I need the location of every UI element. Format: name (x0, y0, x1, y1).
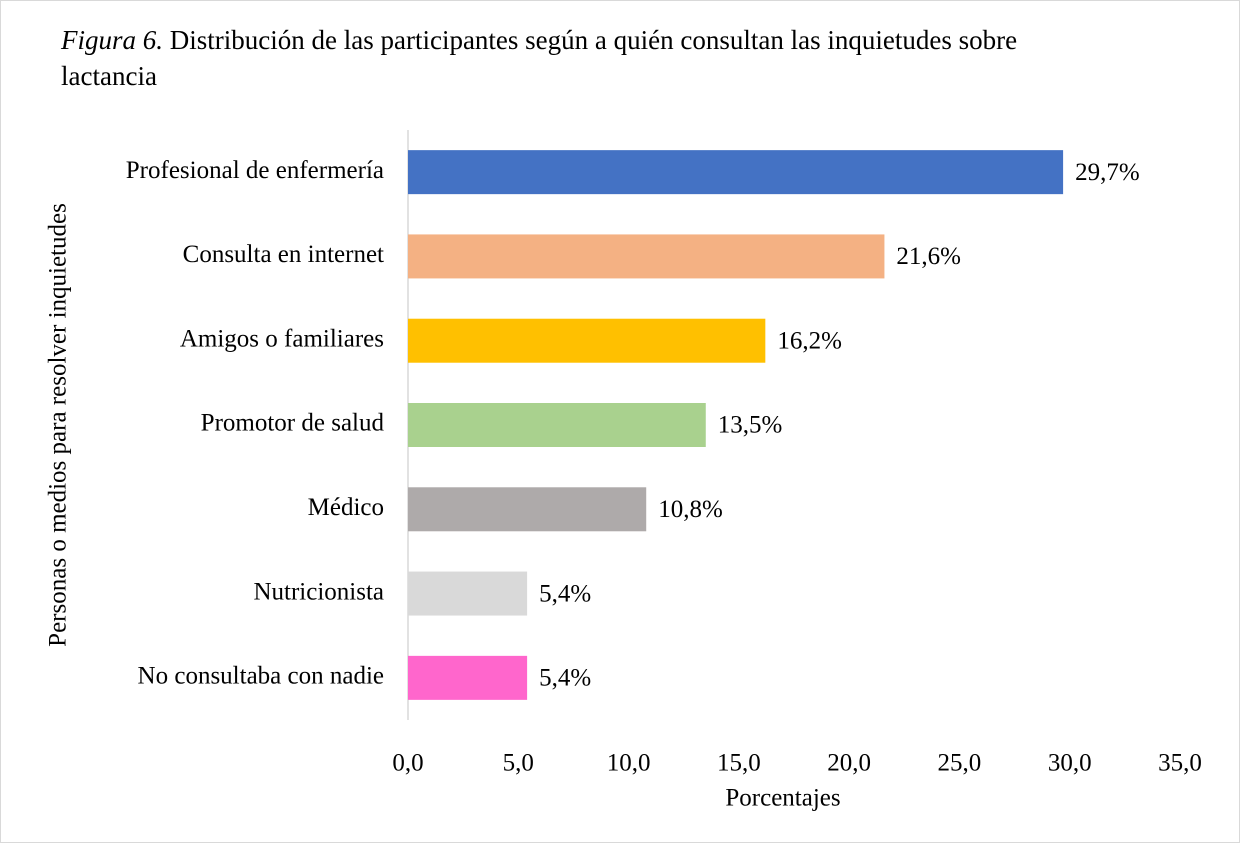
data-label: 29,7% (1075, 159, 1140, 186)
data-label: 10,8% (658, 496, 723, 523)
y-tick-label: Amigos o familiares (180, 325, 384, 352)
bar (408, 234, 885, 279)
chart-title: Figura 6. Distribución de las participan… (61, 22, 1021, 94)
y-tick-label: Médico (308, 494, 384, 521)
title-text: Distribución de las participantes según … (61, 25, 1018, 91)
data-label: 5,4% (539, 665, 591, 692)
x-tick-label: 35,0 (1158, 750, 1202, 777)
x-tick-label: 20,0 (827, 750, 871, 777)
x-tick-label: 15,0 (717, 750, 761, 777)
bar (408, 318, 766, 363)
figure-label: Figura 6. (61, 25, 164, 55)
data-label: 13,5% (718, 412, 783, 439)
data-label: 16,2% (777, 327, 842, 354)
x-tick-label: 5,0 (503, 750, 534, 777)
x-tick-label: 10,0 (607, 750, 651, 777)
bar (408, 150, 1064, 195)
data-label: 5,4% (539, 580, 591, 607)
bar (408, 655, 528, 700)
bar (408, 403, 706, 447)
x-tick-label: 0,0 (392, 750, 423, 777)
bar (408, 571, 528, 616)
bar (408, 487, 647, 532)
y-tick-label: Promotor de salud (201, 410, 385, 437)
y-tick-label: No consultaba con nadie (138, 663, 384, 690)
x-axis-title: Porcentajes (725, 785, 840, 812)
y-tick-label: Consulta en internet (183, 241, 384, 268)
y-tick-label: Nutricionista (253, 578, 384, 605)
y-axis-title: Personas o medios para resolver inquietu… (45, 203, 72, 647)
x-tick-label: 25,0 (938, 750, 982, 777)
x-tick-label: 30,0 (1048, 750, 1092, 777)
data-label: 21,6% (896, 243, 961, 270)
y-tick-label: Profesional de enfermería (126, 157, 384, 184)
